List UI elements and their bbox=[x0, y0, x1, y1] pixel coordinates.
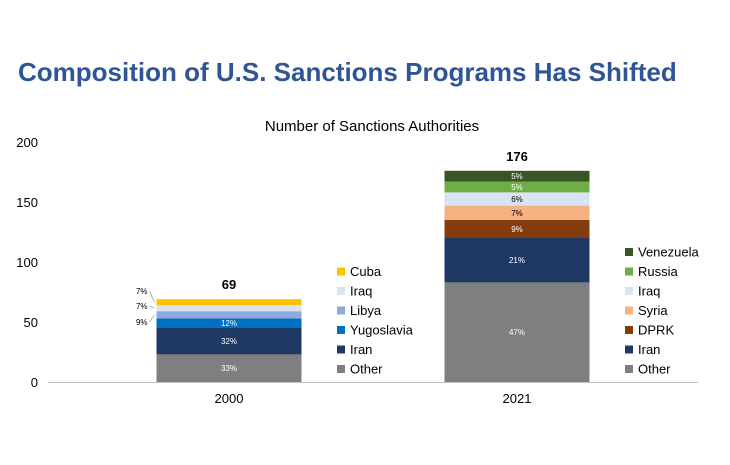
bar-segment-2021-venezuela bbox=[444, 170, 590, 182]
bar-segment-2021-dprk bbox=[444, 220, 590, 238]
bar-segment-2021-syria bbox=[444, 205, 590, 220]
data-label: 32% bbox=[221, 337, 237, 346]
data-label: 5% bbox=[511, 183, 523, 192]
leader-line bbox=[149, 305, 155, 309]
legend-entry: DPRK bbox=[638, 323, 674, 338]
data-label: 9% bbox=[511, 225, 523, 234]
data-label: 6% bbox=[511, 195, 523, 204]
data-label: 7% bbox=[136, 287, 148, 296]
chart-title: Number of Sanctions Authorities bbox=[265, 118, 479, 135]
data-label: 5% bbox=[511, 172, 523, 181]
page-title: Composition of U.S. Sanctions Programs H… bbox=[18, 57, 677, 87]
bar-segment-2021-iran bbox=[444, 238, 590, 283]
data-label: 7% bbox=[136, 302, 148, 311]
legend-swatch bbox=[337, 306, 345, 315]
bar-segment-2021-other bbox=[444, 282, 590, 382]
legend-entry: Yugoslavia bbox=[350, 323, 414, 338]
data-label: 7% bbox=[511, 209, 523, 218]
legend-entry: Venezuela bbox=[638, 245, 699, 260]
bar-segment-2000-libya bbox=[156, 311, 302, 319]
y-tick-label: 50 bbox=[24, 315, 38, 330]
legend-entry: Russia bbox=[638, 264, 679, 279]
y-tick-label: 200 bbox=[16, 135, 38, 150]
leader-line bbox=[149, 314, 155, 323]
legend-swatch bbox=[337, 345, 345, 354]
bar-segment-2000-yugoslavia bbox=[156, 318, 302, 328]
legend-swatch bbox=[625, 326, 633, 334]
legend-swatch bbox=[625, 345, 633, 354]
legend-swatch bbox=[625, 306, 633, 315]
legend-entry: Iran bbox=[350, 342, 372, 357]
legend-swatch bbox=[337, 287, 345, 295]
bar-segment-2021-iraq bbox=[444, 192, 590, 206]
legend-swatch bbox=[337, 365, 345, 373]
x-tick-label: 2021 bbox=[503, 391, 532, 406]
y-tick-label: 150 bbox=[16, 195, 38, 210]
data-label: 21% bbox=[509, 256, 525, 265]
bar-segment-2021-russia bbox=[444, 181, 590, 193]
bar-segment-2000-iraq bbox=[156, 305, 302, 312]
total-label: 69 bbox=[222, 277, 236, 292]
legend-entry: Syria bbox=[638, 303, 668, 318]
legend-entry: Other bbox=[350, 362, 383, 377]
legend-entry: Iraq bbox=[638, 284, 660, 299]
legend-swatch bbox=[337, 326, 345, 334]
bar-segment-2000-other bbox=[156, 354, 302, 382]
legend-swatch bbox=[625, 365, 633, 373]
legend-entry: Cuba bbox=[350, 264, 382, 279]
legend-swatch bbox=[625, 267, 633, 276]
legend-entry: Iran bbox=[638, 342, 660, 357]
legend-swatch bbox=[337, 267, 345, 276]
y-tick-label: 100 bbox=[16, 255, 38, 270]
bar-segment-2000-iran bbox=[156, 328, 302, 355]
leader-line bbox=[149, 290, 155, 303]
legend-swatch bbox=[625, 287, 633, 295]
total-label: 176 bbox=[506, 149, 528, 164]
legend-entry: Libya bbox=[350, 303, 382, 318]
data-label: 12% bbox=[221, 319, 237, 328]
legend-entry: Iraq bbox=[350, 284, 372, 299]
data-label: 9% bbox=[136, 318, 148, 327]
data-label: 33% bbox=[221, 364, 237, 373]
legend-swatch bbox=[625, 248, 633, 256]
x-tick-label: 2000 bbox=[215, 391, 244, 406]
data-label: 47% bbox=[509, 328, 525, 337]
bar-segment-2000-cuba bbox=[156, 299, 302, 306]
y-tick-label: 0 bbox=[31, 375, 38, 390]
legend-entry: Other bbox=[638, 362, 671, 377]
